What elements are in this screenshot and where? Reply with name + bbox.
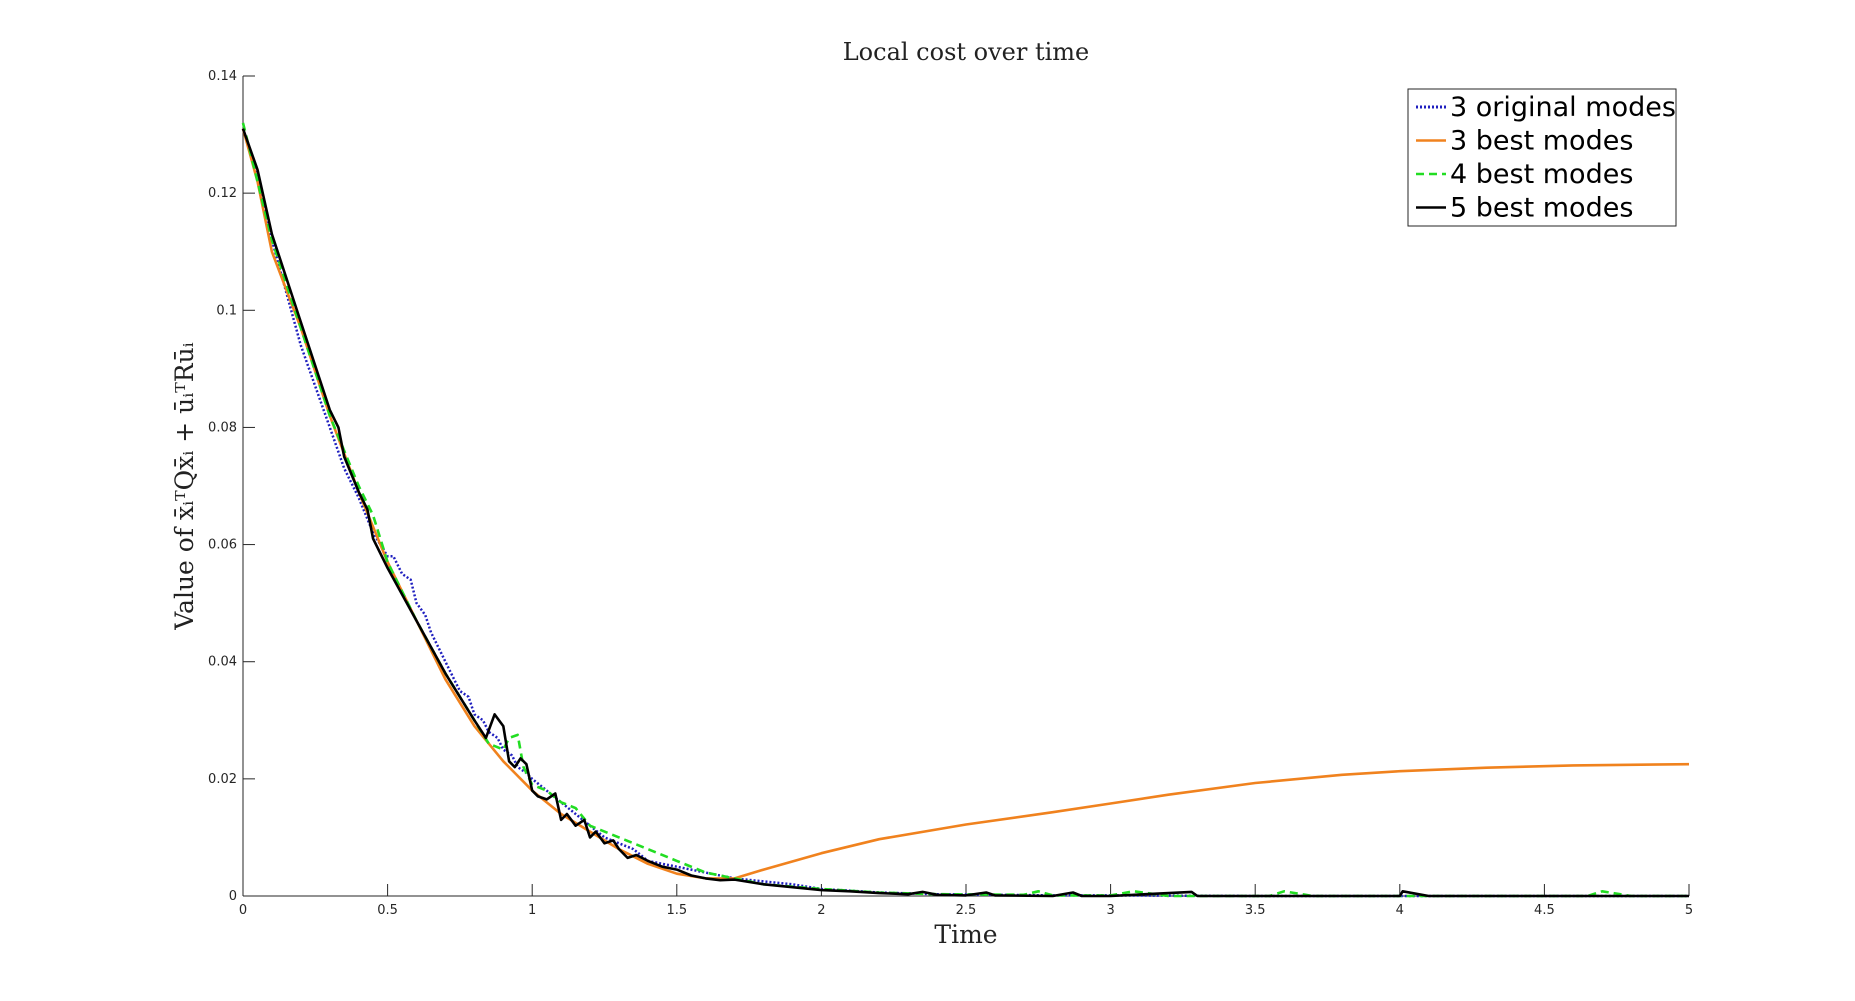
y-tick-label: 0.12 [208, 186, 237, 201]
legend-box [1407, 88, 1677, 227]
x-tick-label: 1 [528, 903, 536, 918]
x-tick-label: 3.5 [1245, 903, 1266, 918]
y-ticks: 0 0.02 0.04 0.06 0.08 0.1 0.12 0.14 [208, 69, 255, 904]
axes: 0 0.5 1 1.5 2 2.5 3 3.5 4 4.5 5 00.020.040.060.080… [208, 69, 1693, 918]
y-tick-label: 0.04 [208, 655, 237, 670]
series-line-3-original-modes [241, 128, 1689, 898]
y-tick-label: 0.14 [208, 69, 237, 84]
x-tick-label: 0 [239, 903, 247, 918]
series-line-4-best-modes [241, 122, 1689, 898]
x-tick-label: 5 [1685, 903, 1693, 918]
x-axis-label: Time [934, 920, 997, 949]
y-axis-label: Value of x̄ᵢᵀQx̄ᵢ + ūᵢᵀRūᵢ [170, 342, 199, 630]
series-line-5-best-modes [241, 128, 1689, 898]
y-tick-label: 0.1 [216, 303, 237, 318]
x-tick-label: 2.5 [956, 903, 977, 918]
y-tick-label: 0.02 [208, 772, 237, 787]
plot-lines [241, 122, 1690, 898]
legend-label-4-best-modes: 4 best modes [1450, 159, 1633, 190]
x-tick-label: 4.5 [1534, 903, 1555, 918]
legend-label-3-best-modes: 3 best modes [1450, 126, 1633, 157]
y-tick-label: 0.08 [208, 420, 237, 435]
x-tick-label: 2 [817, 903, 825, 918]
legend-label-5-best-modes: 5 best modes [1450, 193, 1633, 224]
x-tick-label: 4 [1396, 903, 1404, 918]
x-tick-label: 1.5 [666, 903, 687, 918]
x-tick-label: 3 [1106, 903, 1114, 918]
x-ticks: 0 0.5 1 1.5 2 2.5 3 3.5 4 4.5 5 [239, 884, 1693, 918]
chart-title: Local cost over time [843, 38, 1090, 66]
legend-label-3-original-modes: 3 original modes [1450, 92, 1676, 123]
y-tick-label: 0 [229, 889, 237, 904]
y-tick-label: 0.06 [208, 538, 237, 553]
x-tick-label: 0.5 [377, 903, 398, 918]
